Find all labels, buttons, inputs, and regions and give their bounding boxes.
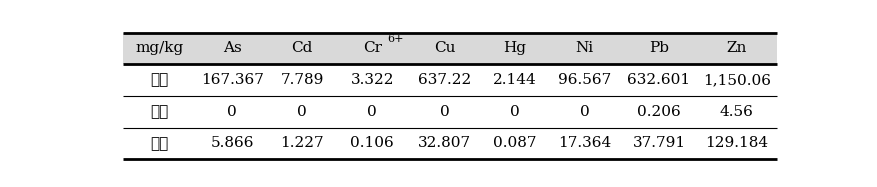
Text: 632.601: 632.601 bbox=[627, 73, 689, 87]
Text: 3.322: 3.322 bbox=[350, 73, 394, 87]
Text: 1.227: 1.227 bbox=[280, 136, 324, 150]
Text: 평균: 평균 bbox=[150, 136, 168, 151]
Text: 32.807: 32.807 bbox=[417, 136, 471, 150]
Text: 최소: 최소 bbox=[150, 104, 168, 119]
Text: 4.56: 4.56 bbox=[719, 105, 752, 119]
Text: mg/kg: mg/kg bbox=[135, 41, 183, 55]
Text: 6+: 6+ bbox=[387, 34, 403, 45]
Text: Pb: Pb bbox=[648, 41, 668, 55]
Text: As: As bbox=[223, 41, 241, 55]
Text: 96.567: 96.567 bbox=[557, 73, 610, 87]
Text: 0: 0 bbox=[510, 105, 519, 119]
Text: 0: 0 bbox=[297, 105, 307, 119]
Text: Cu: Cu bbox=[433, 41, 455, 55]
Text: 17.364: 17.364 bbox=[557, 136, 610, 150]
Text: 2.144: 2.144 bbox=[492, 73, 536, 87]
Text: 0.106: 0.106 bbox=[350, 136, 394, 150]
Text: 7.789: 7.789 bbox=[281, 73, 324, 87]
Text: 37.791: 37.791 bbox=[631, 136, 685, 150]
Text: 0.087: 0.087 bbox=[492, 136, 536, 150]
Text: Ni: Ni bbox=[574, 41, 593, 55]
Text: 최대: 최대 bbox=[150, 73, 168, 88]
Text: Zn: Zn bbox=[726, 41, 746, 55]
Text: Cr: Cr bbox=[362, 41, 381, 55]
Text: 129.184: 129.184 bbox=[704, 136, 767, 150]
FancyBboxPatch shape bbox=[123, 33, 775, 64]
Text: 0: 0 bbox=[367, 105, 376, 119]
Text: 0: 0 bbox=[439, 105, 449, 119]
Text: Hg: Hg bbox=[503, 41, 525, 55]
Text: 0: 0 bbox=[579, 105, 588, 119]
Text: 637.22: 637.22 bbox=[417, 73, 471, 87]
Text: 167.367: 167.367 bbox=[201, 73, 263, 87]
Text: 1,150.06: 1,150.06 bbox=[702, 73, 770, 87]
Text: Cd: Cd bbox=[291, 41, 312, 55]
Text: 0: 0 bbox=[227, 105, 237, 119]
Text: 0.206: 0.206 bbox=[637, 105, 680, 119]
Text: 5.866: 5.866 bbox=[210, 136, 253, 150]
